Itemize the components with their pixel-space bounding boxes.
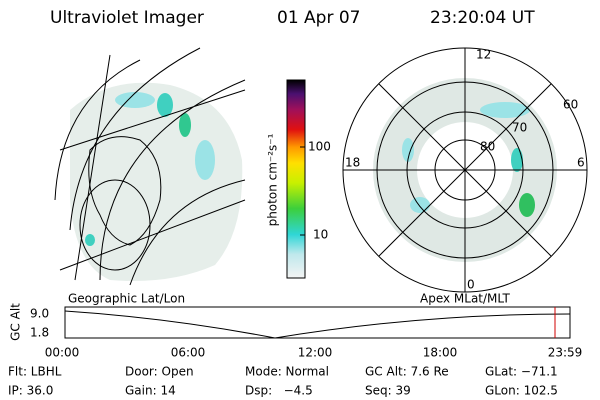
orbit-y-label: 1.8 <box>30 326 49 340</box>
status-field: IP: 36.0 <box>8 384 53 398</box>
lat-label: 80 <box>480 140 495 154</box>
lat-label: 60 <box>563 98 578 112</box>
orbit-altitude-curve <box>64 310 571 339</box>
mlt-label: 18 <box>345 156 360 170</box>
orbit-axis-label: GC Alt <box>9 303 23 341</box>
status-field: Gain: 14 <box>125 384 176 398</box>
map-caption: Apex MLat/MLT <box>420 292 510 306</box>
mlt-label: 0 <box>467 278 475 292</box>
mlt-label: 6 <box>577 156 585 170</box>
status-field: Dsp: −4.5 <box>245 384 313 398</box>
colorbar <box>286 79 306 279</box>
orbit-x-label: 12:00 <box>298 346 333 360</box>
orbit-x-label: 23:59 <box>548 346 583 360</box>
geographic-image <box>54 47 246 286</box>
orbit-x-label: 18:00 <box>423 346 458 360</box>
status-field: GC Alt: 7.6 Re <box>365 365 449 379</box>
status-field: Mode: Normal <box>245 365 329 379</box>
colorbar-tick-label: 10 <box>313 228 328 242</box>
colorbar-label: photon cm⁻²s⁻¹ <box>266 133 280 226</box>
polar-image <box>342 47 588 293</box>
map-caption: Geographic Lat/Lon <box>68 292 185 306</box>
orbit-y-label: 9.0 <box>30 307 49 321</box>
status-field: Door: Open <box>125 365 194 379</box>
instrument: Ultraviolet Imager <box>50 8 204 28</box>
colorbar-tick-label: 100 <box>308 140 331 154</box>
orbit-x-label: 06:00 <box>171 346 206 360</box>
status-field: GLat: −71.1 <box>485 365 558 379</box>
status-field: GLon: 102.5 <box>485 384 558 398</box>
orbit-frame <box>64 306 571 339</box>
status-field: Flt: LBHL <box>8 365 62 379</box>
status-panel: Flt: LBHL Door: Open Mode: Normal GC Alt: 7… <box>8 365 558 398</box>
date: 01 Apr 07 <box>277 8 360 28</box>
orbit-x-label: 00:00 <box>45 346 80 360</box>
mlt-label: 12 <box>476 48 491 62</box>
time: 23:20:04 UT <box>430 8 535 28</box>
status-field: Seq: 39 <box>365 384 411 398</box>
lat-label: 70 <box>512 121 527 135</box>
